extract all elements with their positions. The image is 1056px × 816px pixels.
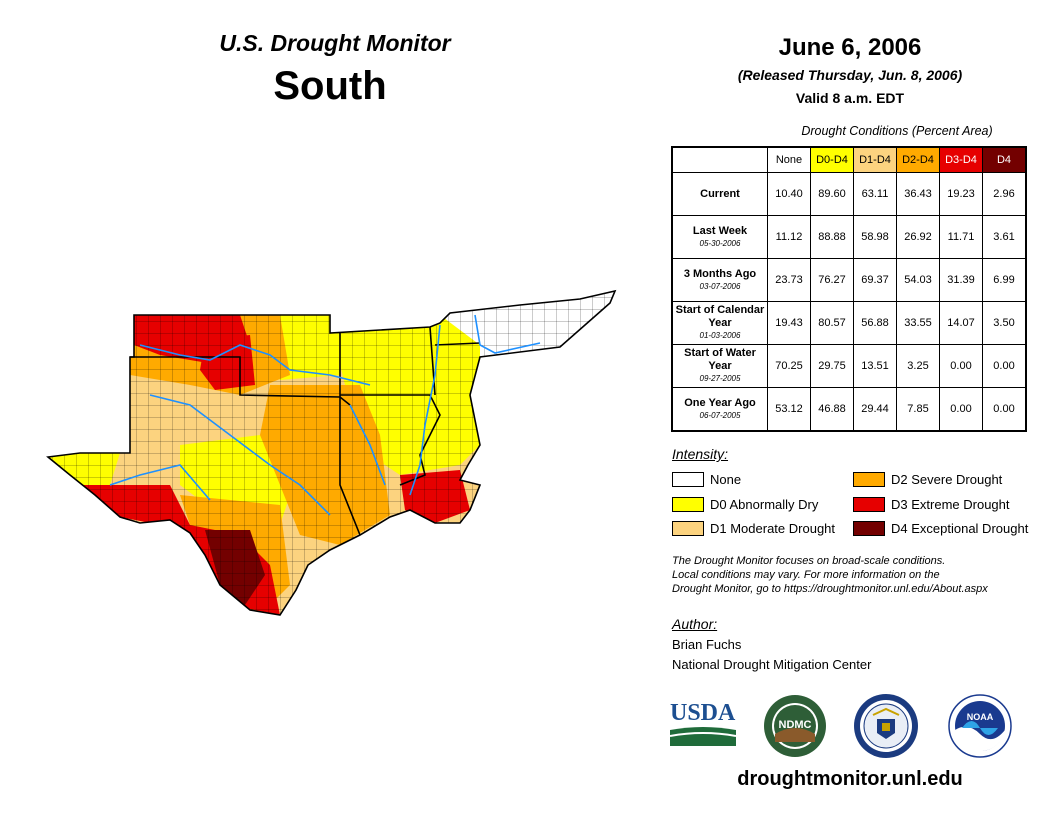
legend-swatch [853,520,885,536]
usda-logo: USDA [669,700,738,750]
legend-swatch [672,496,704,512]
table-cell: 23.73 [767,258,811,302]
legend-item-d3: D3 Extreme Drought [853,495,1010,513]
svg-text:NOAA: NOAA [967,712,994,722]
usda-field-icon [669,727,737,746]
legend-swatch [853,496,885,512]
legend-label: D4 Exceptional Drought [891,520,1029,536]
table-row: One Year Ago 06-07-2005 53.12 46.88 29.44… [671,387,1027,432]
table-row: Current 10.40 89.60 63.11 36.43 19.23 2.… [671,172,1027,216]
table-row: Last Week 05-30-2006 11.12 88.88 58.98 26… [671,215,1027,259]
legend-label: D0 Abnormally Dry [710,496,819,512]
drought-stats-table: None D0-D4 D1-D4 D2-D4 D3-D4 D4 Current … [671,146,1027,432]
table-cell: 31.39 [939,258,983,302]
map-date: June 6, 2006 [778,34,922,61]
legend-swatch [672,520,704,536]
legend-item-d2: D2 Severe Drought [853,470,1002,488]
legend-swatch [672,471,704,487]
table-cell: 33.55 [896,301,940,345]
svg-text:NDMC: NDMC [779,719,812,731]
map-title: U.S. Drought Monitor [219,30,451,56]
table-cell: 2.96 [982,172,1027,216]
table-cell: 46.88 [810,387,854,432]
table-cell: 3.50 [982,301,1027,345]
table-cell: 0.00 [982,344,1027,388]
table-cell: 10.40 [767,172,811,216]
table-cell: 70.25 [767,344,811,388]
table-cell: 76.27 [810,258,854,302]
legend-item-none: None [672,470,741,488]
table-cell: 11.71 [939,215,983,259]
legend-label: D2 Severe Drought [891,471,1003,487]
table-cell: 88.88 [810,215,854,259]
table-cell: 0.00 [939,344,983,388]
footer-url: droughtmonitor.unl.edu [737,768,963,790]
table-row: 3 Months Ago 03-07-2006 23.73 76.27 69.37… [671,258,1027,302]
legend-label: D3 Extreme Drought [891,496,1010,512]
author-heading: Author: [672,616,718,632]
valid-time: Valid 8 a.m. EDT [795,90,905,106]
legend-item-d4: D4 Exceptional Drought [853,519,1028,537]
legend-item-d1: D1 Moderate Drought [672,519,835,537]
col-header-none: None [767,146,811,173]
commerce-seal-logo [854,694,918,758]
table-cell: 89.60 [810,172,854,216]
legend-title: Intensity: [672,446,729,462]
col-header-d2-d4: D2-D4 [896,146,940,173]
note-line: Local conditions may vary. For more info… [672,569,940,581]
table-cell: 58.98 [853,215,897,259]
table-cell: 6.99 [982,258,1027,302]
table-cell: 0.00 [982,387,1027,432]
noaa-logo: NOAA [948,694,1012,758]
col-header-d0-d4: D0-D4 [810,146,854,173]
author-name: Brian Fuchs [672,637,742,652]
table-cell: 29.44 [853,387,897,432]
row-label: Start of Water Year 09-27-2005 [671,344,768,388]
table-cell: 19.23 [939,172,983,216]
col-header-d1-d4: D1-D4 [853,146,897,173]
table-cell: 53.12 [767,387,811,432]
table-row: Start of Calendar Year 01-03-2006 19.43 8… [671,301,1027,345]
author-org: National Drought Mitigation Center [672,657,872,672]
table-cell: 3.25 [896,344,940,388]
table-cell: 63.11 [853,172,897,216]
legend-label: D1 Moderate Drought [710,520,836,536]
row-label: One Year Ago 06-07-2005 [671,387,768,432]
table-cell: 69.37 [853,258,897,302]
table-cell: 26.92 [896,215,940,259]
row-label: Start of Calendar Year 01-03-2006 [671,301,768,345]
legend-item-d0: D0 Abnormally Dry [672,495,818,513]
ndmc-logo: NDMC [764,695,826,757]
region-title: South [273,64,387,108]
note-line: The Drought Monitor focuses on broad-sca… [672,555,946,567]
drought-areas [48,291,615,615]
table-cell: 7.85 [896,387,940,432]
col-header-d3-d4: D3-D4 [939,146,983,173]
table-row: Start of Water Year 09-27-2005 70.25 29.7… [671,344,1027,388]
row-label: Current [671,172,768,216]
table-cell: 13.51 [853,344,897,388]
legend-swatch [853,471,885,487]
table-cell: 54.03 [896,258,940,302]
col-header-d4: D4 [982,146,1027,173]
release-date: (Released Thursday, Jun. 8, 2006) [737,67,963,83]
table-cell: 29.75 [810,344,854,388]
table-cell: 0.00 [939,387,983,432]
table-cell: 36.43 [896,172,940,216]
table-cell: 56.88 [853,301,897,345]
table-cell: 80.57 [810,301,854,345]
row-label: Last Week 05-30-2006 [671,215,768,259]
rivers [109,314,541,516]
drought-map [46,289,617,616]
row-label: 3 Months Ago 03-07-2006 [671,258,768,302]
note-line: Drought Monitor, go to https://droughtmo… [672,583,988,595]
table-caption: Drought Conditions (Percent Area) [801,124,993,138]
disclaimer-note: The Drought Monitor focuses on broad-sca… [672,554,1052,596]
table-cell: 11.12 [767,215,811,259]
table-cell: 19.43 [767,301,811,345]
table-cell: 14.07 [939,301,983,345]
legend-label: None [710,471,742,487]
table-cell: 3.61 [982,215,1027,259]
